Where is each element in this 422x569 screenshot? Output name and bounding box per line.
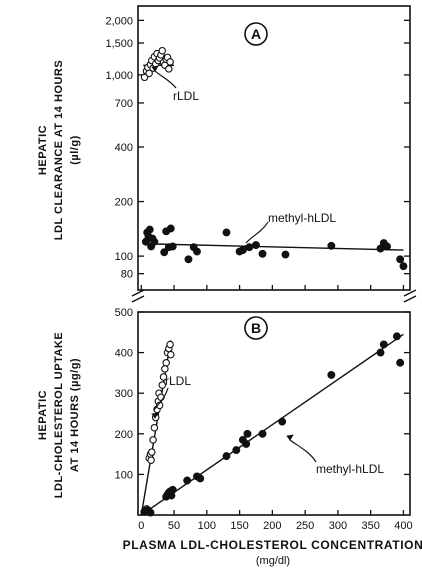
- panel-b-methyl-hldl-point: [183, 476, 192, 485]
- panel-b-xtick-label: 400: [394, 520, 412, 532]
- panel-a-label: A: [244, 22, 268, 46]
- x-axis-title: PLASMA LDL-CHOLESTEROL CONCENTRATION: [123, 538, 422, 552]
- panel-a-methyl-hldl-fit-line: [144, 243, 404, 251]
- panel-a-methyl-annotation-leader: [245, 221, 269, 244]
- panel-b-methyl-hldl-point: [392, 332, 401, 341]
- panel-a-rldl-point: [158, 46, 167, 55]
- panel-a-methyl-hldl-point: [184, 255, 193, 264]
- panel-a-methyl-hldl-point: [383, 242, 392, 251]
- panel-a-ylabel: HEPATIC LDL CLEARANCE AT 14 HOURS (µl/g): [37, 60, 81, 240]
- panel-a-ytick-label: 80: [121, 269, 133, 281]
- panel-b-ylabel-line3: AT 14 HOURS (µg/g): [69, 358, 81, 472]
- panel-a-ytick-label: 100: [115, 251, 133, 263]
- panel-b-methyl-hldl-fit-line: [140, 333, 404, 516]
- panel-a-methyl-hldl-point: [399, 262, 408, 271]
- panel-a-methyl-annotation-arrow: [242, 244, 250, 251]
- panel-a-methyl-hldl-point: [252, 241, 260, 250]
- panel-b-methyl-hldl-point: [379, 340, 388, 349]
- panel-b-rldl-point: [162, 358, 170, 367]
- panel-b-rldl-point: [159, 373, 168, 381]
- panel-b-methyl-hldl-point: [243, 429, 252, 438]
- panel-b-label: B: [244, 316, 268, 340]
- panel-b-xtick-label: 350: [361, 520, 379, 532]
- panel-b-methyl-hldl-point: [232, 446, 241, 454]
- panel-b-frame: [137, 311, 411, 516]
- panel-a-ytick-label: 700: [115, 98, 133, 110]
- panel-b-xtick-label: 50: [168, 520, 180, 532]
- panel-b-ylabel-line2: LDL-CHOLESTEROL UPTAKE: [53, 332, 65, 498]
- panel-b-methyl-hldl-point: [222, 452, 231, 461]
- panel-b-ytick-label: 200: [115, 429, 133, 441]
- svg-text:B: B: [251, 320, 261, 336]
- panel-a-frame: [137, 5, 411, 291]
- panel-a-ylabel-line2: LDL CLEARANCE AT 14 HOURS: [53, 60, 65, 240]
- panel-a-ytick-label: 1,000: [105, 70, 133, 82]
- axis-break-left: [131, 289, 145, 303]
- panel-b-xtick-label: 300: [329, 520, 347, 532]
- panel-b-ytick-label: 400: [115, 348, 133, 360]
- panel-b-xtick-label: 0: [138, 520, 144, 532]
- panel-a-methyl-hldl-point: [160, 248, 169, 257]
- panel-b-ytick-label: 100: [115, 469, 133, 481]
- panel-b-methyl-hldl-point: [396, 358, 405, 367]
- panel-b-methyl-hldl-point: [258, 429, 267, 438]
- panel-a-methyl-hldl-point: [168, 242, 177, 251]
- panel-b-methyl-annotation-leader: [289, 439, 317, 463]
- panel-b-methyl-hldl-point: [278, 417, 287, 426]
- panel-b-methyl-hldl-point: [242, 440, 251, 448]
- panel-b-rldl-annotation-arrow: [151, 412, 159, 419]
- panel-a-rldl-annotation-text: rLDL: [173, 89, 199, 103]
- x-axis-unit: (mg/dl): [256, 555, 290, 567]
- panel-a-rldl-annotation-leader: [153, 69, 177, 89]
- panel-a-ytick-label: 1,500: [105, 38, 133, 50]
- panel-b-xtick-label: 100: [198, 520, 216, 532]
- panel-b-rldl-point: [161, 365, 169, 373]
- panel-a-ytick-label: 200: [115, 197, 133, 209]
- panel-b-methyl-annotation-arrow: [286, 434, 294, 441]
- panel-a-methyl-hldl-point: [166, 224, 175, 233]
- panel-b-methyl-hldl-point: [327, 370, 336, 379]
- panel-b-rldl-point: [158, 381, 167, 389]
- panel-b-methyl-hldl-point: [196, 474, 205, 483]
- panel-b-methyl-hldl-point: [376, 348, 385, 357]
- panel-a-ylabel-line3: (µl/g): [69, 135, 81, 165]
- panel-b-xtick-label: 200: [263, 520, 281, 532]
- panel-a-methyl-hldl-point: [281, 250, 290, 259]
- panel-b-methyl-hldl-point: [146, 508, 155, 517]
- panel-a-methyl-hldl-point: [396, 255, 405, 264]
- panel-b-rldl-point: [150, 423, 159, 432]
- panel-a-ylabel-line1: HEPATIC: [37, 125, 49, 175]
- panel-a-rldl-point: [166, 58, 174, 66]
- panel-b-xtick-label: 150: [230, 520, 248, 532]
- panel-a-methyl-hldl-point: [327, 241, 336, 250]
- panel-b-ytick-label: 300: [115, 388, 133, 400]
- svg-text:A: A: [251, 26, 261, 42]
- panel-b-ytick-label: 500: [115, 307, 133, 319]
- panel-a-methyl-hldl-point: [193, 247, 201, 256]
- axis-break-right: [403, 289, 417, 303]
- panel-a-rldl-point: [165, 65, 173, 73]
- panel-a-ytick-label: 2,000: [105, 15, 133, 27]
- panel-a-methyl-hldl-point: [145, 225, 154, 234]
- panel-b-rldl-point: [148, 448, 156, 456]
- panel-a-methyl-hldl-point: [222, 228, 231, 237]
- panel-b-rldl-annotation-text: rLDL: [165, 374, 191, 388]
- panel-a-methyl-annotation-text: methyl-hLDL: [268, 211, 336, 225]
- panel-b-methyl-hldl-point: [168, 485, 177, 494]
- panel-b-rldl-point: [147, 456, 155, 464]
- panel-a-ytick-label: 400: [115, 142, 133, 154]
- panel-a-rldl-point: [145, 69, 153, 78]
- panel-a-methyl-hldl-point: [258, 249, 267, 258]
- panel-b-rldl-point: [166, 340, 174, 349]
- panel-b-xtick-label: 250: [296, 520, 314, 532]
- panel-a-rldl-annotation-arrow: [151, 65, 159, 72]
- panel-a-methyl-hldl-point: [150, 237, 159, 246]
- panel-b-rldl-point: [167, 350, 175, 359]
- panel-b-methyl-annotation-text: methyl-hLDL: [316, 462, 384, 476]
- panel-b-rldl-annotation-leader: [153, 387, 169, 411]
- panel-b-ylabel-line1: HEPATIC: [37, 390, 49, 440]
- panel-b-rldl-point: [149, 436, 157, 444]
- panel-b-ylabel: HEPATIC LDL-CHOLESTEROL UPTAKE AT 14 HOU…: [37, 332, 81, 498]
